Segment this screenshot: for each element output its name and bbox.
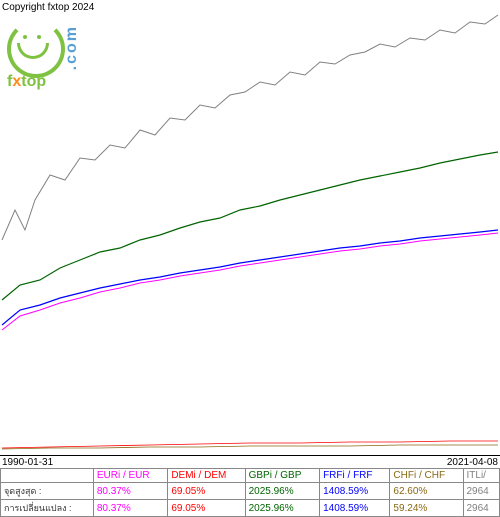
series-CHF <box>2 445 498 449</box>
data-cell: 1408.59% <box>320 500 390 517</box>
data-cell: 80.37% <box>93 483 168 500</box>
data-cell: 2964 <box>463 483 500 500</box>
data-table: EURi / EURDEMi / DEMGBPi / GBPFRFi / FRF… <box>0 468 500 517</box>
data-cell: 69.05% <box>168 500 245 517</box>
series-ITL <box>2 15 498 240</box>
end-date: 2021-04-08 <box>447 457 498 468</box>
start-date: 1990-01-31 <box>2 457 53 468</box>
col-header: FRFi / FRF <box>320 469 390 483</box>
data-cell: 2025.96% <box>245 500 320 517</box>
data-cell: 1408.59% <box>320 483 390 500</box>
data-cell: 2025.96% <box>245 483 320 500</box>
data-cell: 80.37% <box>93 500 168 517</box>
col-header: EURi / EUR <box>93 469 168 483</box>
col-header: GBPi / GBP <box>245 469 320 483</box>
row-label: จุดสูงสุด : <box>1 483 94 500</box>
data-cell: 69.05% <box>168 483 245 500</box>
row-label: การเปลี่ยนแปลง : <box>1 500 94 517</box>
col-header: ITLi/ <box>463 469 500 483</box>
series-GBP <box>2 152 498 300</box>
data-cell: 62.60% <box>390 483 463 500</box>
series-EUR <box>2 233 498 330</box>
col-header: CHFi / CHF <box>390 469 463 483</box>
series-DEM <box>2 441 498 448</box>
chart-lines <box>0 0 500 455</box>
series-FRF <box>2 230 498 325</box>
chart-area: Copyright fxtop 2024 fxtop .com 1990-01-… <box>0 0 500 456</box>
col-header: DEMi / DEM <box>168 469 245 483</box>
data-cell: 2964 <box>463 500 500 517</box>
data-cell: 59.24% <box>390 500 463 517</box>
